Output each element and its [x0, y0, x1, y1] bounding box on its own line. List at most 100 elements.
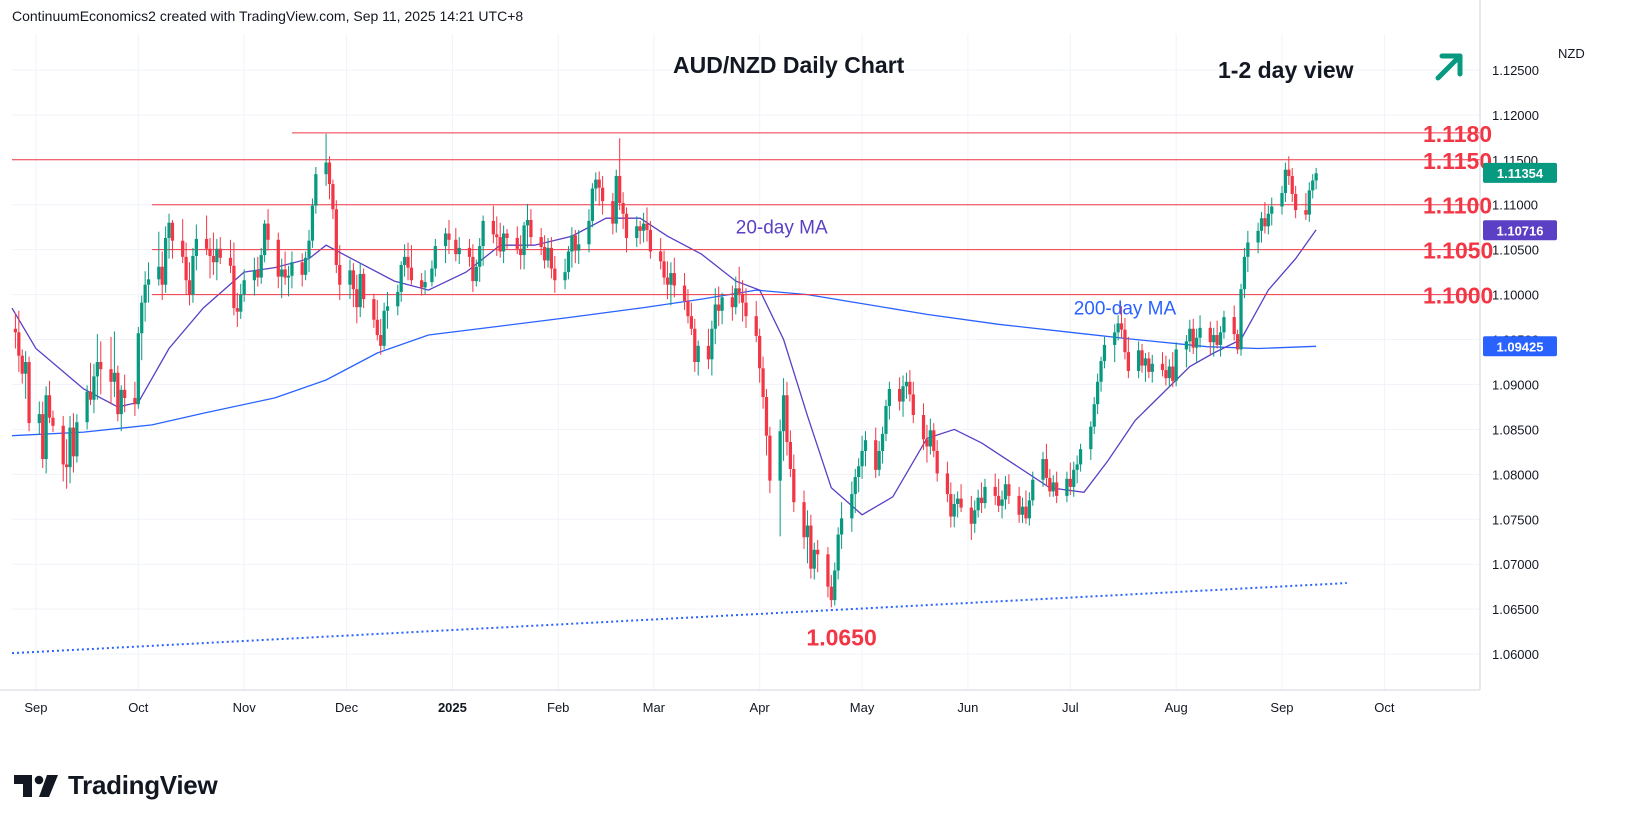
x-tick-label: May: [850, 700, 875, 715]
candle: [522, 221, 526, 270]
candle: [116, 365, 120, 422]
candle: [211, 232, 216, 275]
price-tag-label: 1.10716: [1497, 223, 1544, 238]
candle-body: [1027, 500, 1031, 519]
candle-body: [1031, 479, 1035, 501]
candle: [706, 328, 711, 370]
candle-body: [761, 368, 765, 398]
candle: [764, 388, 769, 456]
candle: [884, 399, 888, 442]
candle-body: [146, 279, 151, 285]
candle-body: [522, 225, 526, 256]
candle-body: [553, 268, 557, 281]
candle: [1188, 319, 1192, 353]
candle: [590, 183, 594, 228]
candle: [433, 238, 437, 277]
candle: [979, 482, 984, 513]
candle-body: [1116, 323, 1120, 333]
candle-body: [218, 248, 222, 258]
candle: [355, 274, 359, 324]
candle-body: [481, 220, 485, 247]
candle: [549, 237, 554, 279]
candle-body: [467, 247, 472, 257]
candle: [51, 410, 55, 433]
candle: [744, 288, 748, 328]
candle-body: [160, 266, 164, 285]
candle: [1075, 455, 1079, 484]
candle: [1000, 490, 1004, 519]
candle: [1222, 310, 1226, 339]
candle: [529, 209, 533, 247]
candle-body: [20, 355, 24, 374]
candle: [553, 255, 557, 293]
candle-body: [471, 256, 475, 282]
candle-body: [280, 269, 284, 277]
candle-body: [932, 430, 936, 451]
candle-body: [27, 362, 31, 424]
candle-body: [85, 391, 89, 423]
tradingview-icon: [14, 774, 58, 797]
candle-body: [624, 213, 629, 238]
candle: [1171, 352, 1175, 388]
candle: [348, 259, 352, 300]
candle-body: [597, 179, 601, 188]
candle: [573, 229, 577, 264]
candle: [594, 172, 598, 202]
candle: [160, 251, 164, 300]
candle-body: [689, 316, 693, 329]
candle-body: [303, 257, 308, 275]
candle-body: [1119, 323, 1124, 330]
candle-body: [997, 495, 1001, 506]
candle-body: [758, 335, 762, 369]
x-tick-label: Oct: [128, 700, 149, 715]
candle: [467, 238, 472, 267]
candle-body: [1123, 329, 1127, 353]
candle-body: [546, 247, 550, 261]
x-tick-label: Aug: [1165, 700, 1188, 715]
y-tick-label: 1.06500: [1492, 602, 1539, 617]
candle: [478, 237, 482, 283]
candle-body: [211, 255, 216, 263]
candle-body: [491, 220, 495, 235]
candle: [904, 372, 909, 399]
candle-body: [1147, 358, 1151, 372]
candle: [853, 468, 857, 513]
ma-label: 200-day MA: [1074, 298, 1177, 319]
candle-body: [334, 209, 338, 265]
candle: [402, 244, 407, 277]
candle: [880, 426, 885, 464]
candle: [935, 440, 939, 482]
y-tick-label: 1.12000: [1492, 108, 1539, 123]
candle: [300, 253, 304, 287]
candle: [457, 237, 461, 265]
candle-body: [826, 554, 830, 587]
candle-body: [577, 244, 581, 251]
price-tag-label: 1.09425: [1497, 339, 1544, 354]
candle-body: [310, 205, 315, 241]
candle-body: [713, 304, 717, 329]
candle: [566, 246, 571, 280]
candle: [187, 262, 192, 306]
candle-body: [143, 284, 147, 303]
candle-body: [181, 240, 185, 257]
candle-body: [1191, 328, 1195, 348]
candle-body: [645, 223, 649, 230]
candle: [816, 539, 820, 573]
candle: [71, 413, 76, 473]
candle-body: [887, 388, 892, 407]
candle: [956, 491, 960, 518]
candle-body: [283, 269, 287, 278]
candle: [123, 374, 127, 413]
candle: [809, 514, 813, 579]
candle-body: [1164, 370, 1168, 379]
candle-body: [191, 255, 195, 295]
tradingview-brand: TradingView: [68, 770, 218, 800]
x-tick-label: Sep: [1270, 700, 1293, 715]
level-label: 1.1180: [1423, 121, 1492, 147]
candle-body: [382, 310, 386, 346]
candle: [1024, 490, 1028, 524]
candle-body: [730, 297, 734, 308]
candle-body: [204, 238, 209, 249]
candle: [717, 286, 721, 327]
